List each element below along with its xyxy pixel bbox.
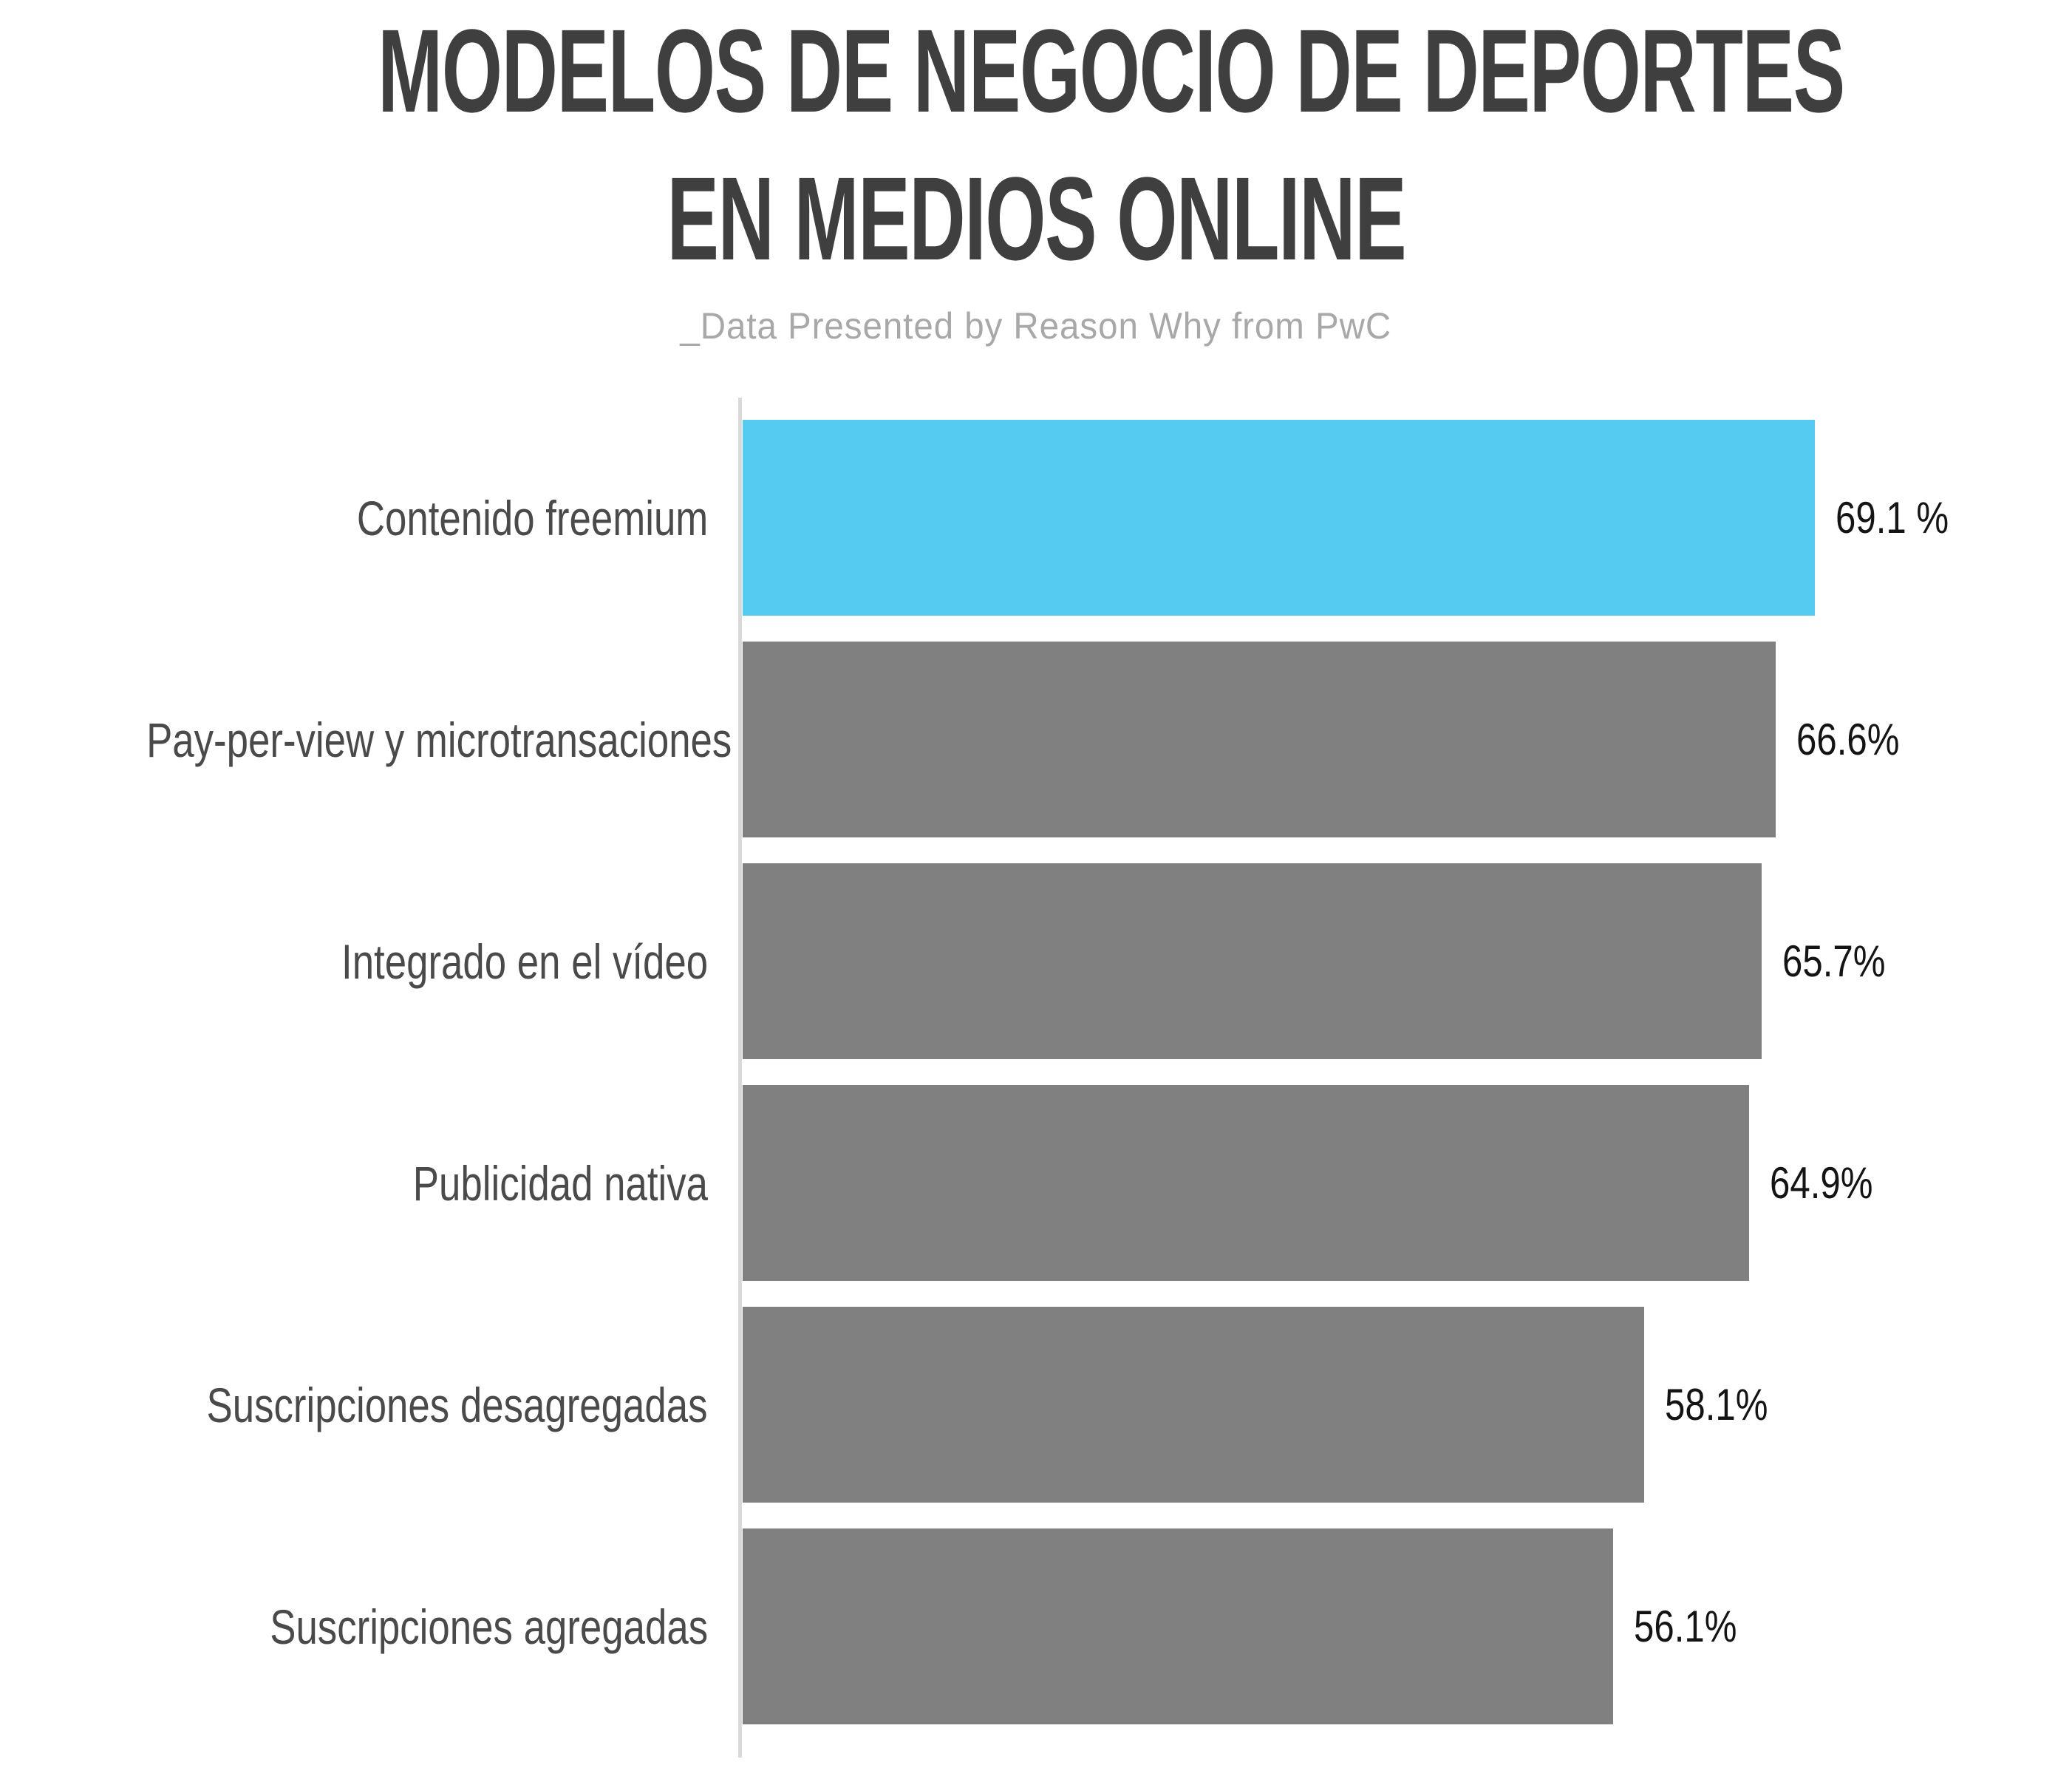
bar [743,863,1762,1059]
chart-subtitle: _Data Presented by Reason Why from PwC [680,305,1392,347]
bar-row: Pay-per-view y microtransaciones 66.6% [0,642,2072,837]
value-label: 64.9% [1770,1158,1873,1208]
value-label: 56.1% [1633,1602,1737,1651]
category-label: Integrado en el vídeo [341,933,708,989]
category-label: Suscripciones agregadas [270,1599,708,1654]
bar-row: Suscripciones desagregadas 58.1% [0,1307,2072,1503]
value-label: 58.1% [1664,1380,1768,1429]
bar [743,1085,1750,1281]
bar-rows: Contenido freemium 69.1 % Pay-per-view y… [0,420,2072,1750]
bar-track: 66.6% [743,642,2072,837]
bar [743,642,1776,837]
bar [743,1307,1644,1503]
value-label: 66.6% [1796,715,1900,764]
bar [743,1528,1613,1724]
bar [743,420,1815,616]
page-title-line2: EN MEDIOS ONLINE [667,152,1406,285]
bar-row: Suscripciones agregadas 56.1% [0,1528,2072,1724]
category-label: Publicidad nativa [412,1155,708,1211]
bar-track: 65.7% [743,863,2072,1059]
bar-track: 58.1% [743,1307,2072,1503]
bar-row: Integrado en el vídeo 65.7% [0,863,2072,1059]
page-title: MODELOS DE NEGOCIO DE DEPORTES EN MEDIOS… [0,0,2072,293]
value-label: 69.1 % [1835,493,1949,543]
bar-row: Contenido freemium 69.1 % [0,420,2072,616]
bar-track: 69.1 % [743,420,2072,616]
bar-track: 56.1% [743,1528,2072,1724]
page-title-line1: MODELOS DE NEGOCIO DE DEPORTES [378,4,1845,137]
y-axis-line [738,398,742,1758]
category-label: Suscripciones desagregadas [206,1377,708,1432]
bar-row: Publicidad nativa 64.9% [0,1085,2072,1281]
category-label: Pay-per-view y microtransaciones [146,712,732,767]
bar-track: 64.9% [743,1085,2072,1281]
category-label: Contenido freemium [356,490,708,545]
value-label: 65.7% [1782,936,1886,986]
